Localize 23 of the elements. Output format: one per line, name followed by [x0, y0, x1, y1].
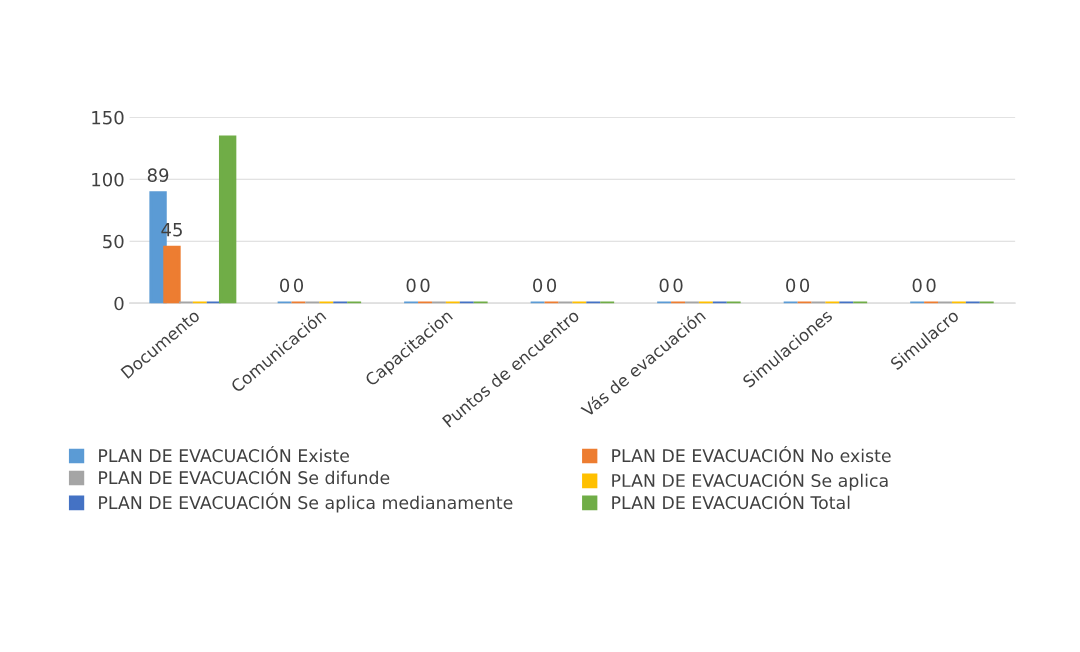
- data-label: 0: [926, 278, 936, 293]
- legend-label: PLAN DE EVACUACIÓN Existe: [99, 445, 349, 463]
- data-label: 0: [546, 278, 557, 293]
- legend-label: PLAN DE EVACUACIÓN Total: [612, 492, 850, 510]
- data-label: 0: [406, 278, 416, 293]
- y-tick-label: 150: [92, 110, 124, 125]
- legend-label: PLAN DE EVACUACIÓN Se aplica medianamente: [99, 492, 513, 513]
- y-tick-label: 50: [103, 234, 124, 249]
- data-label: 0: [786, 278, 796, 293]
- legend-label: PLAN DE EVACUACIÓN Se aplica: [612, 470, 888, 491]
- y-tick-label: 0: [114, 296, 124, 311]
- data-label: 0: [673, 278, 683, 293]
- data-label: 0: [533, 278, 543, 293]
- data-label: 0: [659, 278, 669, 293]
- data-label: 89: [147, 168, 169, 182]
- legend-label: PLAN DE EVACUACIÓN Se difunde: [99, 467, 390, 485]
- data-label: 0: [420, 278, 430, 293]
- data-label: 0: [280, 278, 290, 293]
- data-label: 0: [912, 278, 922, 293]
- y-tick-label: 100: [92, 172, 124, 187]
- legend-label: PLAN DE EVACUACIÓN No existe: [612, 445, 891, 463]
- data-label: 0: [293, 278, 304, 293]
- data-label: 0: [800, 278, 810, 293]
